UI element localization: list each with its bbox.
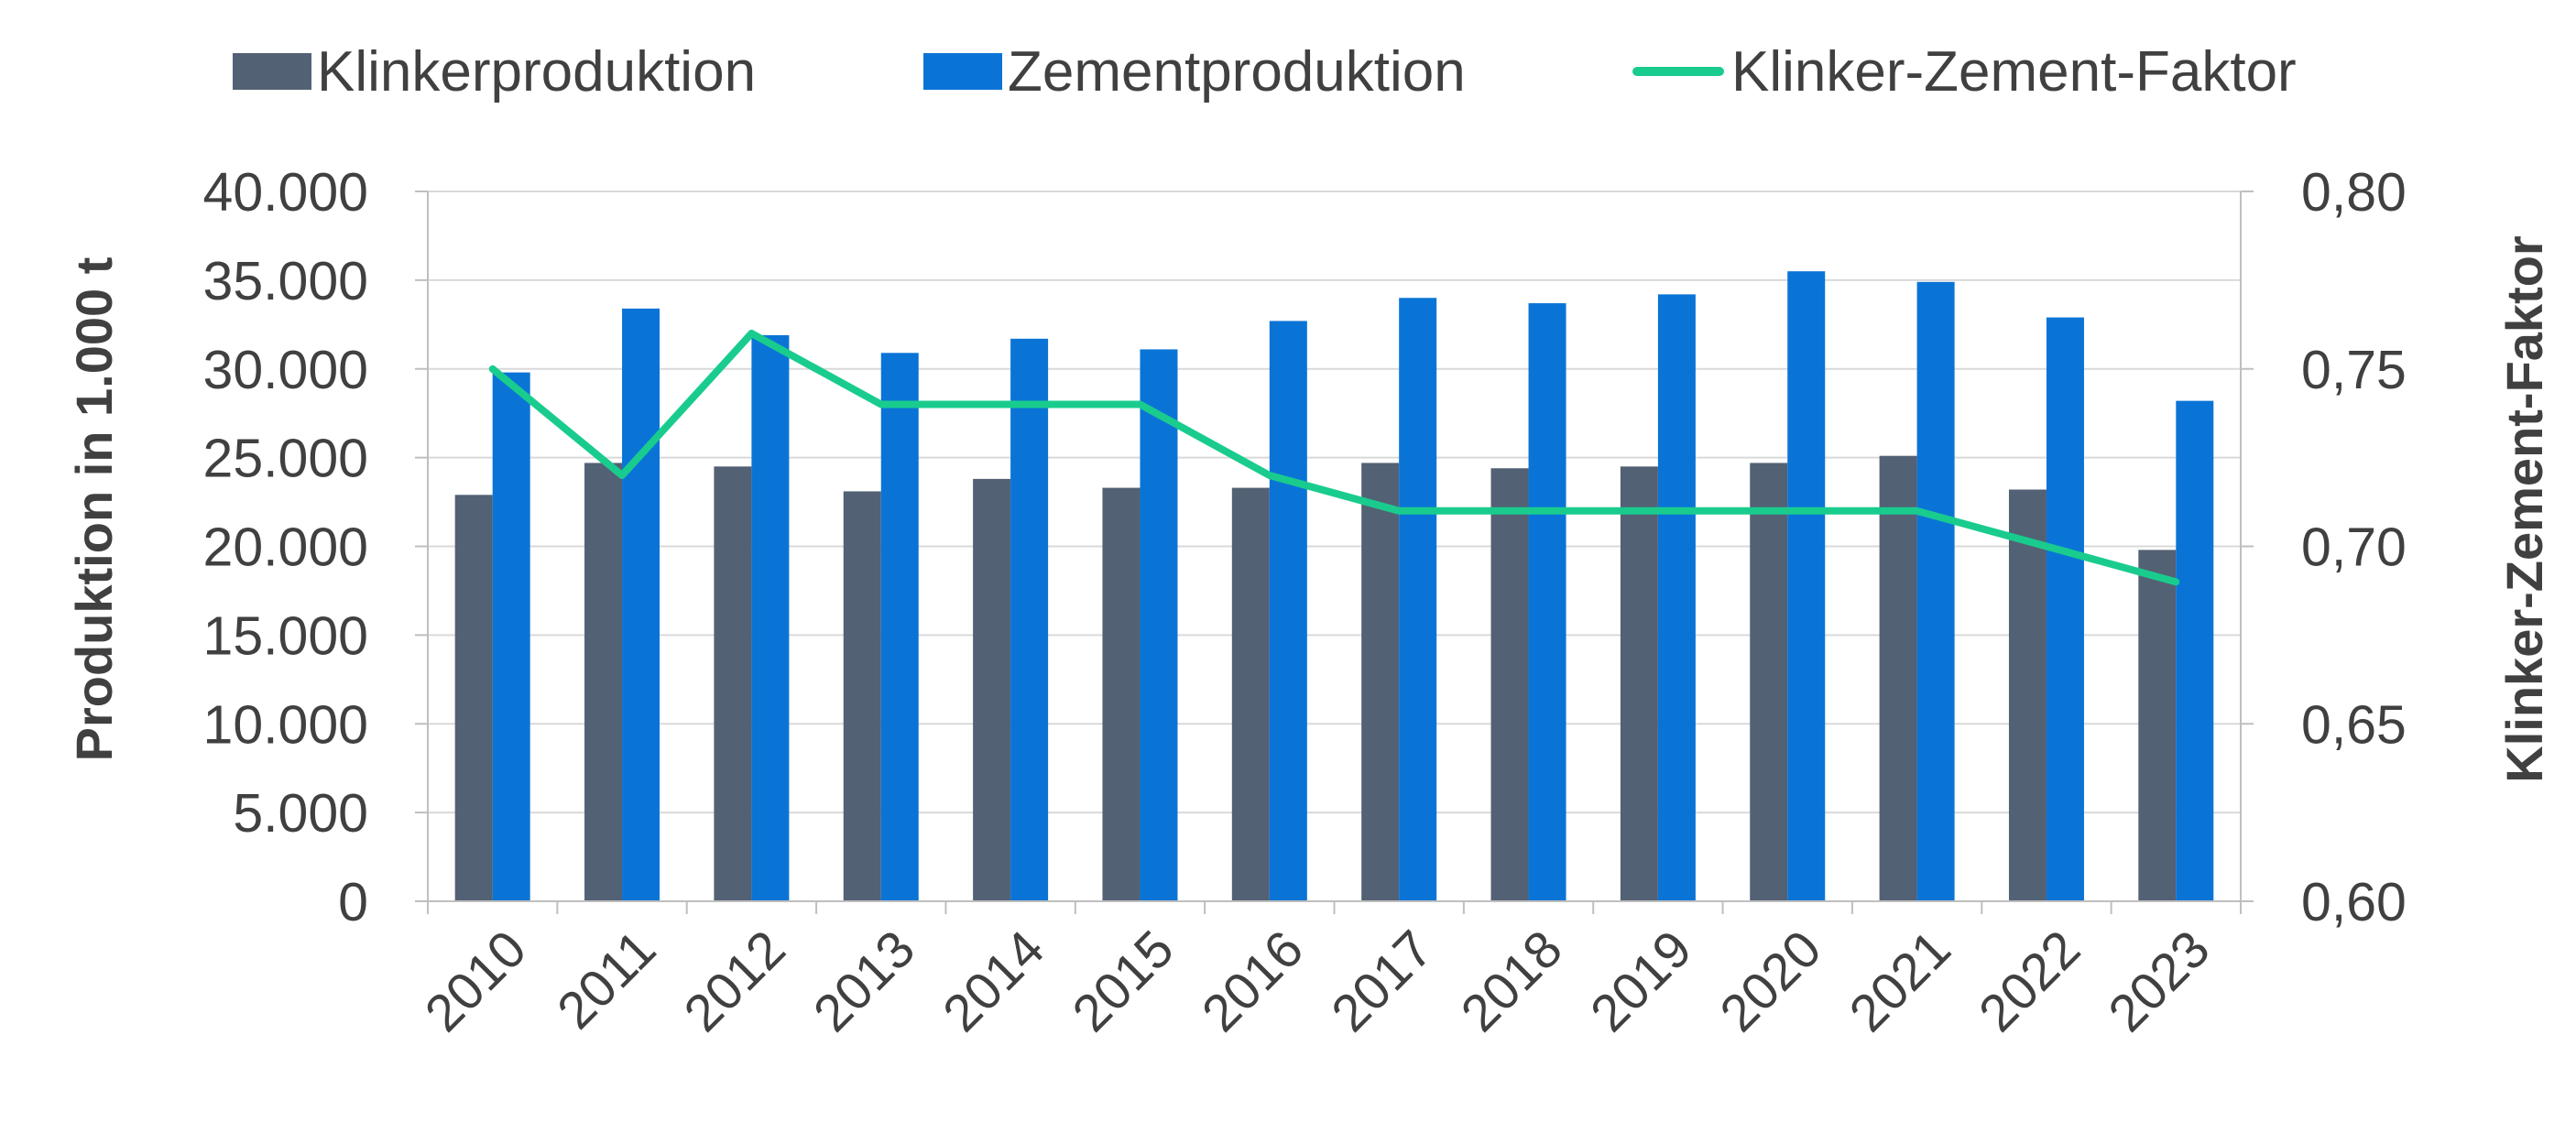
bar-klinkerproduktion-2015	[1102, 487, 1141, 901]
legend-swatch-klinker-zement-faktor	[1632, 67, 1724, 76]
bar-zementproduktion-2011	[622, 308, 660, 901]
bar-zementproduktion-2023	[2176, 400, 2214, 901]
y-tick-label-right: 0,80	[2301, 162, 2407, 223]
x-tick-label-2015: 2015	[1062, 920, 1185, 1043]
legend-label-klinker-zement-faktor: Klinker-Zement-Faktor	[1731, 39, 2297, 103]
bar-zementproduktion-2010	[492, 372, 530, 901]
y-tick-label-left: 5.000	[233, 783, 368, 844]
x-tick-label-2021: 2021	[1839, 920, 1962, 1043]
legend-label-zementproduktion: Zementproduktion	[1008, 39, 1466, 103]
bar-zementproduktion-2018	[1528, 303, 1566, 901]
bar-zementproduktion-2017	[1399, 298, 1437, 901]
bar-klinkerproduktion-2021	[1879, 455, 1917, 901]
y-tick-label-left: 25.000	[203, 429, 368, 489]
bar-zementproduktion-2012	[751, 334, 790, 901]
y-tick-label-right: 0,60	[2301, 872, 2407, 932]
bar-zementproduktion-2013	[880, 353, 919, 901]
bar-zementproduktion-2021	[1916, 281, 1955, 901]
bar-zementproduktion-2015	[1140, 349, 1178, 901]
axes	[415, 191, 2254, 914]
legend-item-zementproduktion: Zementproduktion	[923, 35, 1466, 108]
gridlines	[428, 191, 2241, 814]
bar-klinkerproduktion-2011	[584, 463, 623, 901]
y-tick-label-left: 20.000	[203, 517, 368, 578]
y-tick-label-left: 15.000	[203, 605, 368, 666]
y-tick-label-left: 40.000	[203, 162, 368, 223]
bar-klinkerproduktion-2022	[2008, 489, 2047, 901]
legend-item-klinker-zement-faktor: Klinker-Zement-Faktor	[1632, 35, 2297, 108]
legend-label-klinkerproduktion: Klinkerproduktion	[317, 39, 757, 103]
y-tick-label-right: 0,70	[2301, 517, 2407, 578]
bar-klinkerproduktion-2010	[454, 495, 493, 901]
y-tick-label-left: 30.000	[203, 340, 368, 400]
bar-klinkerproduktion-2023	[2138, 550, 2177, 901]
bar-series	[454, 271, 2214, 901]
x-tick-label-2020: 2020	[1709, 920, 1833, 1043]
x-tick-label-2016: 2016	[1191, 920, 1315, 1043]
y-tick-label-left: 0	[338, 872, 368, 932]
bar-klinkerproduktion-2013	[843, 491, 881, 901]
y-tick-label-left: 10.000	[203, 694, 368, 755]
bar-klinkerproduktion-2019	[1620, 466, 1658, 901]
legend-swatch-klinkerproduktion	[233, 53, 311, 90]
y-tick-label-left: 35.000	[203, 251, 368, 311]
bar-klinkerproduktion-2014	[973, 478, 1011, 901]
x-tick-label-2023: 2023	[2098, 920, 2221, 1043]
y-tick-label-right: 0,75	[2301, 340, 2407, 400]
x-tick-label-2017: 2017	[1320, 920, 1444, 1043]
bar-zementproduktion-2019	[1657, 294, 1696, 901]
x-tick-label-2018: 2018	[1450, 920, 1574, 1043]
bar-zementproduktion-2020	[1787, 271, 1826, 901]
legend-item-klinkerproduktion: Klinkerproduktion	[233, 35, 756, 108]
line-klinker-zement-faktor	[488, 330, 2180, 586]
legend-swatch-zementproduktion	[923, 53, 1002, 90]
x-tick-label-2013: 2013	[802, 920, 926, 1043]
chart-legend: Klinkerproduktion Zementproduktion Klink…	[0, 35, 2576, 108]
bar-klinkerproduktion-2016	[1231, 487, 1270, 901]
bar-klinkerproduktion-2020	[1750, 463, 1788, 901]
x-tick-label-2014: 2014	[932, 920, 1055, 1043]
x-tick-label-2010: 2010	[414, 920, 538, 1043]
x-tick-label-2019: 2019	[1579, 920, 1703, 1043]
y-axis-title-left: Produktion in 1.000 t	[65, 257, 123, 762]
bar-zementproduktion-2016	[1269, 321, 1307, 901]
bar-klinkerproduktion-2017	[1361, 463, 1400, 901]
x-tick-label-2022: 2022	[1968, 920, 2091, 1043]
x-tick-label-2012: 2012	[673, 920, 797, 1043]
bar-zementproduktion-2022	[2046, 317, 2084, 901]
x-tick-label-2011: 2011	[546, 920, 667, 1040]
bar-klinkerproduktion-2018	[1490, 468, 1529, 901]
y-tick-label-right: 0,65	[2301, 694, 2407, 755]
y-axis-title-right: Klinker-Zement-Faktor	[2495, 235, 2553, 782]
bar-klinkerproduktion-2012	[714, 466, 752, 901]
bar-zementproduktion-2014	[1010, 338, 1049, 901]
line-series	[488, 330, 2180, 586]
